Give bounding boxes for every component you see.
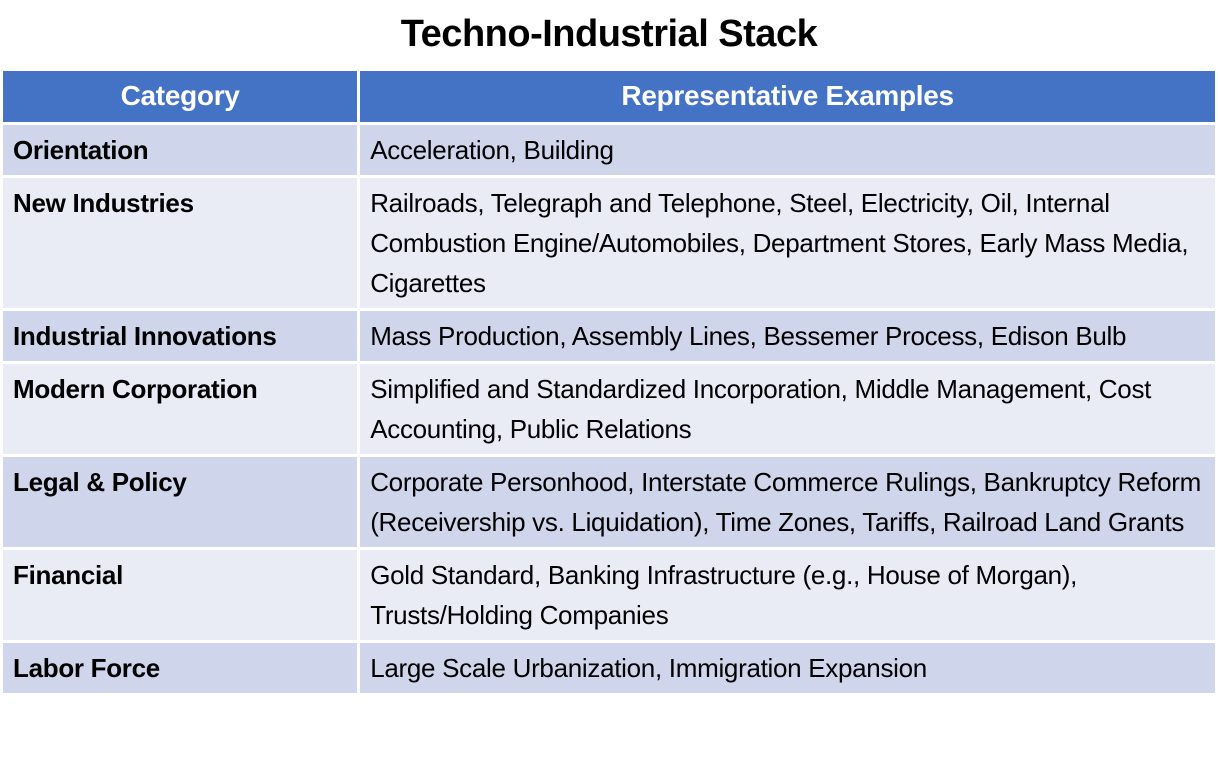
column-header-category: Category [0, 67, 361, 125]
category-cell: Legal & Policy [0, 453, 361, 550]
table-row: Legal & Policy Corporate Personhood, Int… [0, 453, 1218, 550]
table-row: Modern Corporation Simplified and Standa… [0, 360, 1218, 457]
category-cell: Industrial Innovations [0, 307, 361, 364]
table-row: Financial Gold Standard, Banking Infrast… [0, 546, 1218, 643]
table-row: Labor Force Large Scale Urbanization, Im… [0, 639, 1218, 696]
examples-cell: Gold Standard, Banking Infrastructure (e… [357, 546, 1218, 643]
examples-cell: Large Scale Urbanization, Immigration Ex… [357, 639, 1218, 696]
table-row: Orientation Acceleration, Building [0, 121, 1218, 178]
examples-cell: Acceleration, Building [357, 121, 1218, 178]
table-body: Orientation Acceleration, Building New I… [0, 121, 1218, 696]
examples-cell: Railroads, Telegraph and Telephone, Stee… [357, 174, 1218, 311]
examples-cell: Simplified and Standardized Incorporatio… [357, 360, 1218, 457]
table-row: Industrial Innovations Mass Production, … [0, 307, 1218, 364]
category-cell: Orientation [0, 121, 361, 178]
category-cell: Financial [0, 546, 361, 643]
examples-cell: Corporate Personhood, Interstate Commerc… [357, 453, 1218, 550]
table-header-row: Category Representative Examples [0, 67, 1218, 125]
examples-cell: Mass Production, Assembly Lines, Besseme… [357, 307, 1218, 364]
category-cell: Labor Force [0, 639, 361, 696]
category-cell: Modern Corporation [0, 360, 361, 457]
category-cell: New Industries [0, 174, 361, 311]
techno-industrial-stack-table: Category Representative Examples Orienta… [0, 67, 1218, 696]
column-header-representative-examples: Representative Examples [357, 67, 1218, 125]
page-title: Techno-Industrial Stack [400, 13, 818, 55]
table-row: New Industries Railroads, Telegraph and … [0, 174, 1218, 311]
